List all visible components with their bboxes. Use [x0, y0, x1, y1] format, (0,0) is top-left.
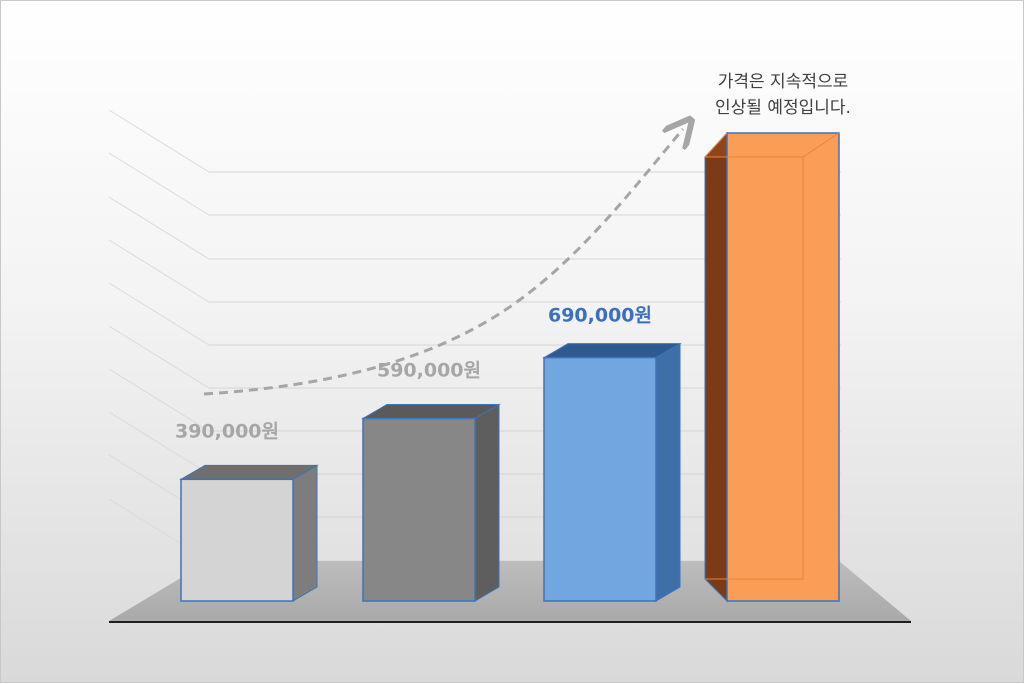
data-label-2: 590,000원 — [377, 359, 481, 381]
gridline-depth — [108, 239, 210, 303]
gridline-depth — [108, 282, 210, 346]
gridline-depth — [108, 109, 210, 173]
gridline-depth — [108, 152, 210, 216]
bar-front — [362, 417, 476, 602]
bar-front — [543, 356, 657, 602]
annotation-line-2: 인상될 예정입니다. — [715, 98, 851, 118]
bar-3 — [542, 342, 682, 602]
bar-edge — [703, 132, 840, 158]
gridline-depth — [108, 196, 210, 260]
bar-side — [292, 464, 318, 602]
bar-front — [180, 478, 294, 602]
gridline-depth — [108, 368, 210, 432]
bar-2 — [361, 403, 501, 602]
gridline-depth — [108, 325, 210, 389]
bar-1 — [179, 464, 319, 602]
trend-arrow — [203, 129, 683, 396]
gridline-depth — [108, 411, 210, 475]
bar-front — [726, 132, 840, 602]
bar-side — [704, 131, 728, 603]
bar-4 — [703, 131, 840, 603]
data-label-1: 390,000원 — [175, 420, 279, 442]
bar-side — [474, 403, 500, 602]
bar-side — [655, 342, 681, 602]
annotation-line-1: 가격은 지속적으로 — [718, 72, 849, 92]
data-label-3: 690,000원 — [548, 305, 652, 327]
